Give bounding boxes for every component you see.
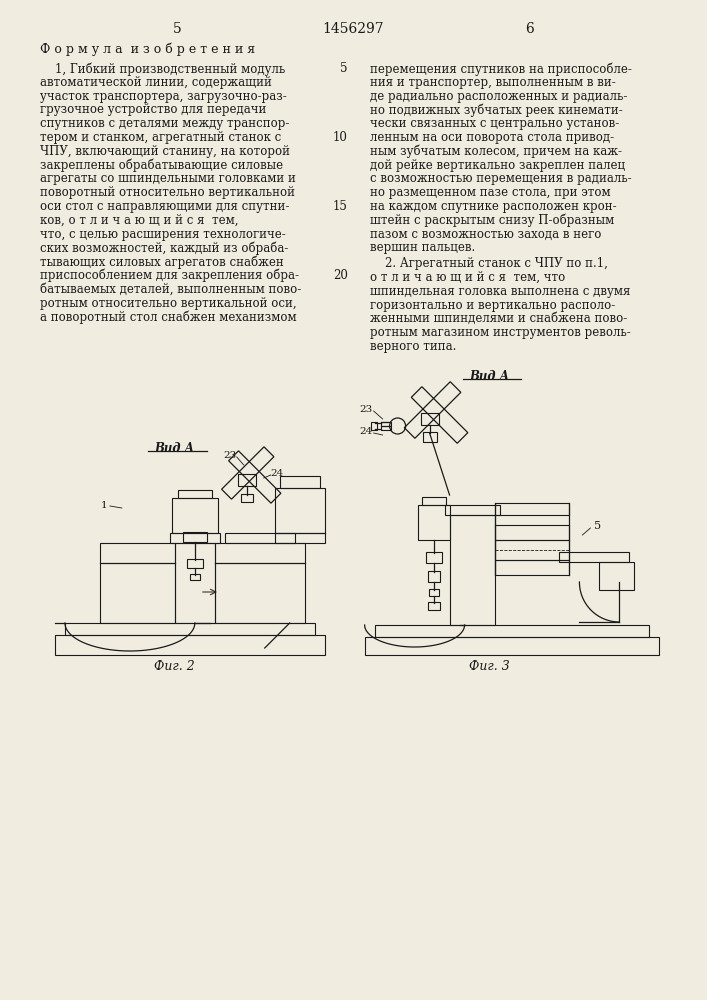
Bar [280,476,320,488]
Text: Фиг. 2: Фиг. 2 [154,660,195,673]
Bar [241,494,252,502]
Bar [65,623,315,635]
Bar [559,552,629,562]
Text: оси стол с направляющими для спутни-: оси стол с направляющими для спутни- [40,200,289,213]
Text: чески связанных с центрально установ-: чески связанных с центрально установ- [370,117,619,130]
Text: о т л и ч а ю щ и й с я  тем, что: о т л и ч а ю щ и й с я тем, что [370,271,565,284]
Bar [428,571,440,582]
Bar [215,543,305,623]
Text: 20: 20 [333,269,348,282]
Text: ным зубчатым колесом, причем на каж-: ным зубчатым колесом, причем на каж- [370,145,621,158]
Text: 6: 6 [525,22,534,36]
Text: ков, о т л и ч а ю щ и й с я  тем,: ков, о т л и ч а ю щ и й с я тем, [40,214,238,227]
Bar [445,505,500,515]
Bar [494,560,569,575]
Text: автоматической линии, содержащий: автоматической линии, содержащий [40,76,271,89]
Text: 2. Агрегатный станок с ЧПУ по п.1,: 2. Агрегатный станок с ЧПУ по п.1, [370,257,607,270]
Text: горизонтально и вертикально располо-: горизонтально и вертикально располо- [370,299,615,312]
Bar [172,498,218,533]
Text: дой рейке вертикально закреплен палец: дой рейке вертикально закреплен палец [370,159,625,172]
Bar [275,488,325,543]
Text: тером и станком, агрегатный станок с: тером и станком, агрегатный станок с [40,131,281,144]
Text: Фиг. 3: Фиг. 3 [469,660,510,673]
Text: 5: 5 [340,62,348,75]
Bar [423,432,436,442]
Text: женными шпинделями и снабжена пово-: женными шпинделями и снабжена пово- [370,312,627,325]
Text: ния и транспортер, выполненным в ви-: ния и транспортер, выполненным в ви- [370,76,615,89]
Text: закреплены обрабатывающие силовые: закреплены обрабатывающие силовые [40,159,283,172]
Bar [421,413,438,425]
Text: 1456297: 1456297 [322,22,383,36]
Bar [189,574,200,580]
Bar [178,490,212,498]
Bar [225,533,295,543]
Text: 23: 23 [359,406,373,414]
Bar [375,625,649,637]
Bar [428,589,438,596]
Text: на каждом спутнике расположен крон-: на каждом спутнике расположен крон- [370,200,617,213]
Bar [238,474,256,486]
Text: де радиально расположенных и радиаль-: де радиально расположенных и радиаль- [370,90,627,103]
Bar [426,552,442,563]
Text: что, с целью расширения технологиче-: что, с целью расширения технологиче- [40,228,286,241]
Bar [183,532,206,542]
Text: ленным на оси поворота стола привод-: ленным на оси поворота стола привод- [370,131,614,144]
Text: 23: 23 [223,450,236,460]
Text: 1, Гибкий производственный модуль: 1, Гибкий производственный модуль [40,62,285,76]
Text: штейн с раскрытым снизу П-образным: штейн с раскрытым снизу П-образным [370,214,614,227]
Text: 15: 15 [333,200,348,213]
Text: 24: 24 [270,468,284,478]
Text: 24: 24 [359,428,373,436]
Text: пазом с возможностью захода в него: пазом с возможностью захода в него [370,228,601,241]
Bar [494,525,569,540]
Bar [370,422,377,430]
Bar [494,503,569,515]
Text: приспособлением для закрепления обра-: приспособлением для закрепления обра- [40,269,299,282]
Text: 5: 5 [173,22,181,36]
Text: шпиндельная головка выполнена с двумя: шпиндельная головка выполнена с двумя [370,285,630,298]
Bar [600,562,634,590]
Bar [187,559,203,568]
Bar [450,515,494,625]
Text: Вид А: Вид А [469,370,510,383]
Text: ских возможностей, каждый из обраба-: ских возможностей, каждый из обраба- [40,241,288,255]
Text: перемещения спутников на приспособле-: перемещения спутников на приспособле- [370,62,631,76]
Text: вершин пальцев.: вершин пальцев. [370,241,475,254]
Text: поворотный относительно вертикальной: поворотный относительно вертикальной [40,186,295,199]
Bar [100,543,175,623]
Text: спутников с деталями между транспор-: спутников с деталями между транспор- [40,117,289,130]
Text: тывающих силовых агрегатов снабжен: тывающих силовых агрегатов снабжен [40,255,284,269]
Text: грузочное устройство для передачи: грузочное устройство для передачи [40,103,267,116]
Text: верного типа.: верного типа. [370,340,456,353]
Text: а поворотный стол снабжен механизмом: а поворотный стол снабжен механизмом [40,310,296,324]
Bar [365,637,660,655]
Bar [494,540,569,560]
Bar [55,635,325,655]
Text: ротным относительно вертикальной оси,: ротным относительно вертикальной оси, [40,297,296,310]
Bar [428,602,440,610]
Text: 1: 1 [100,502,107,510]
Text: батываемых деталей, выполненным пово-: батываемых деталей, выполненным пово- [40,283,301,296]
Bar [421,497,445,505]
Bar [175,543,215,623]
Bar [380,422,390,430]
Text: Ф о р м у л а  и з о б р е т е н и я: Ф о р м у л а и з о б р е т е н и я [40,42,255,55]
Bar [170,533,220,543]
Text: ротным магазином инструментов револь-: ротным магазином инструментов револь- [370,326,631,339]
Bar [418,505,450,540]
Text: ЧПУ, включающий станину, на которой: ЧПУ, включающий станину, на которой [40,145,290,158]
Text: но подвижных зубчатых реек кинемати-: но подвижных зубчатых реек кинемати- [370,103,622,117]
Text: 10: 10 [333,131,348,144]
Text: участок транспортера, загрузочно-раз-: участок транспортера, загрузочно-раз- [40,90,287,103]
Text: 5: 5 [594,521,601,531]
Text: агрегаты со шпиндельными головками и: агрегаты со шпиндельными головками и [40,172,296,185]
Text: с возможностью перемещения в радиаль-: с возможностью перемещения в радиаль- [370,172,631,185]
Text: но размещенном пазе стола, при этом: но размещенном пазе стола, при этом [370,186,610,199]
Text: Вид А: Вид А [155,442,195,455]
